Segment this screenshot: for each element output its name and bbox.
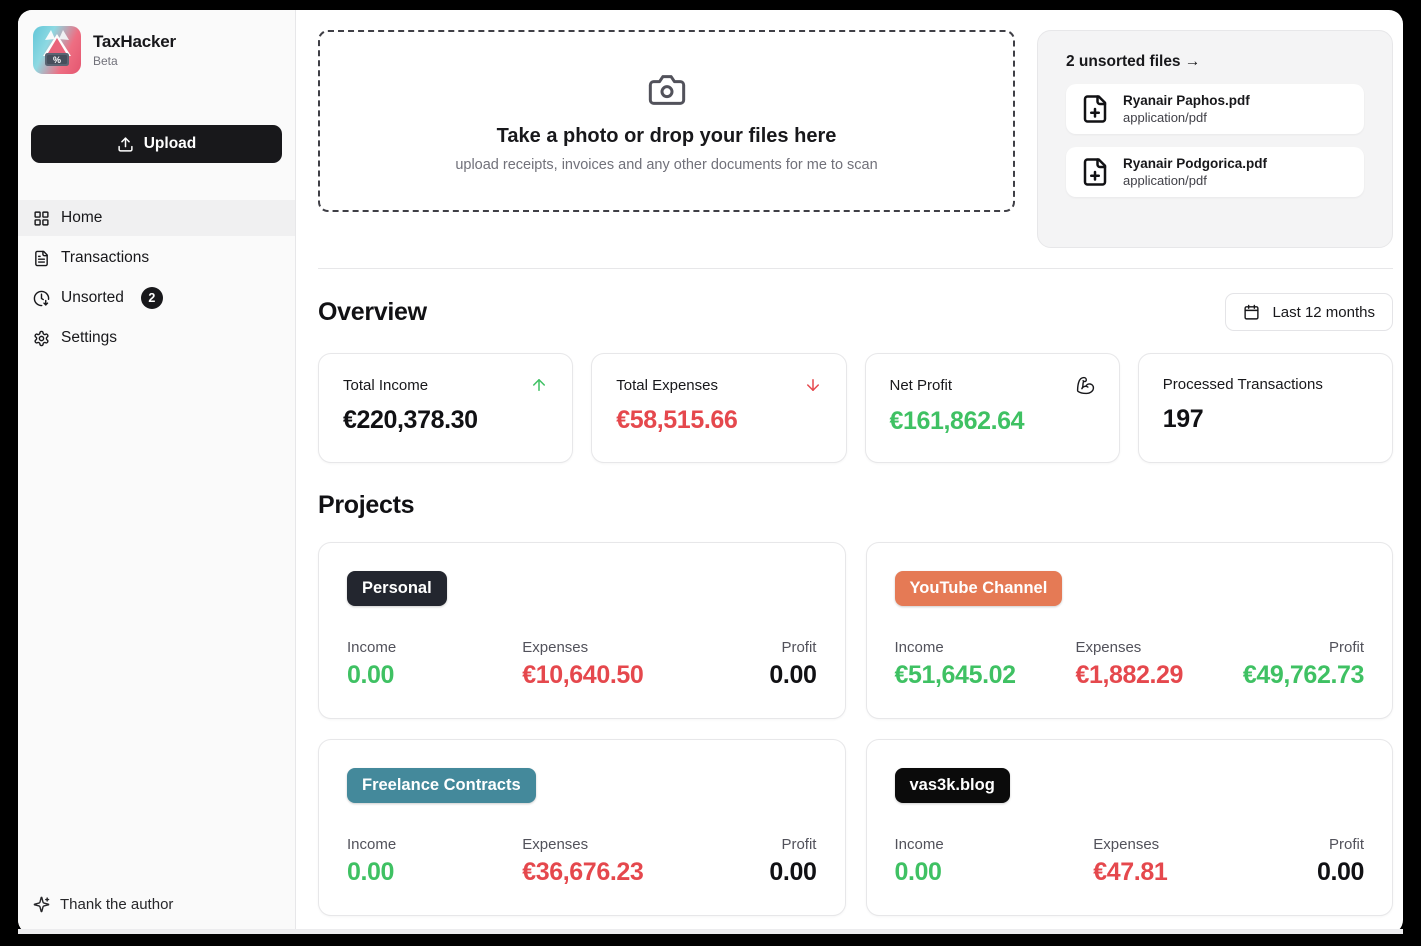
project-badge[interactable]: YouTube Channel [894, 571, 1063, 606]
metric-expenses: Expenses €36,676.23 [522, 836, 644, 886]
file-type: application/pdf [1123, 110, 1207, 125]
upload-button[interactable]: Upload [31, 125, 282, 163]
file-text-icon [33, 250, 50, 267]
app-badge: Beta [93, 54, 118, 68]
metric-profit: Profit 0.00 [769, 836, 817, 886]
sidebar: % TaxHacker Beta Upload [18, 10, 296, 934]
app-logo: % [33, 26, 81, 74]
thank-author-link[interactable]: Thank the author [18, 896, 295, 934]
period-selector-button[interactable]: Last 12 months [1225, 293, 1393, 331]
unsorted-file-item[interactable]: Ryanair Paphos.pdf application/pdf [1066, 84, 1364, 134]
file-name: Ryanair Podgorica.pdf [1123, 156, 1268, 171]
upload-icon [117, 136, 134, 153]
project-card-youtube-channel: YouTube Channel Income €51,645.02 Expens… [865, 542, 1393, 719]
unsorted-count-badge: 2 [140, 287, 163, 309]
metric-profit: Profit 0.00 [1316, 836, 1364, 886]
biceps-icon [1076, 376, 1095, 395]
stat-card-total-income: Total Income €220,378.30 [318, 353, 574, 463]
metric-expenses: Expenses €1,882.29 [1075, 639, 1184, 689]
metric-profit: Profit 0.00 [769, 639, 817, 689]
project-card-vas3k-blog: vas3k.blog Income 0.00 Expenses €47.81 P… [865, 739, 1393, 916]
unsorted-files-panel: 2 unsorted files → Ryanair Paphos.pdf ap… [1037, 30, 1393, 248]
gear-icon [33, 330, 50, 347]
stat-value: €58,515.66 [616, 406, 738, 434]
project-badge[interactable]: vas3k.blog [894, 768, 1010, 803]
metric-expenses: Expenses €47.81 [1093, 836, 1168, 886]
stat-card-processed-transactions: Processed Transactions 197 [1137, 353, 1393, 463]
file-name: Ryanair Paphos.pdf [1123, 93, 1250, 108]
metric-income: Income €51,645.02 [894, 639, 1017, 689]
projects-title: Projects [318, 491, 415, 519]
stat-card-net-profit: Net Profit €161,862.64 [864, 353, 1120, 463]
file-type: application/pdf [1123, 173, 1207, 188]
stat-label: Total Income [343, 376, 429, 394]
brand: % TaxHacker Beta [18, 10, 295, 74]
svg-text:%: % [53, 55, 61, 65]
metric-expenses: Expenses €10,640.50 [522, 639, 644, 689]
project-badge[interactable]: Personal [347, 571, 447, 606]
sidebar-nav: Home Transactions Unsort [18, 200, 295, 356]
calendar-icon [1243, 304, 1260, 321]
main-content: Take a photo or drop your files here upl… [296, 10, 1403, 934]
file-plus-icon [1080, 94, 1110, 124]
metric-profit: Profit €49,762.73 [1242, 639, 1365, 689]
stat-value: €220,378.30 [343, 406, 478, 434]
sidebar-item-settings[interactable]: Settings [18, 320, 295, 356]
metric-income: Income 0.00 [894, 836, 944, 886]
arrow-up-icon [530, 376, 548, 394]
unsorted-file-item[interactable]: Ryanair Podgorica.pdf application/pdf [1066, 147, 1364, 197]
arrow-down-icon [804, 376, 822, 394]
dropzone-subtitle: upload receipts, invoices and any other … [455, 156, 878, 173]
section-divider [318, 268, 1393, 269]
overview-stats: Total Income €220,378.30 Total Expenses [318, 353, 1393, 463]
sidebar-item-home[interactable]: Home [18, 200, 295, 236]
metric-income: Income 0.00 [347, 836, 397, 886]
stat-value: €161,862.64 [889, 407, 1025, 435]
app-title: TaxHacker [93, 32, 176, 51]
stat-label: Net Profit [889, 377, 953, 394]
sparkles-icon [33, 896, 50, 913]
clock-arrow-icon [33, 290, 50, 307]
stat-label: Total Expenses [616, 376, 718, 394]
metric-income: Income 0.00 [347, 639, 397, 689]
sidebar-item-unsorted[interactable]: Unsorted 2 [18, 280, 295, 316]
overview-title: Overview [318, 297, 427, 326]
camera-icon [647, 70, 687, 110]
projects-grid: Personal Income 0.00 Expenses €10,640.50… [318, 542, 1393, 916]
file-dropzone[interactable]: Take a photo or drop your files here upl… [318, 30, 1015, 212]
horizontal-scrollbar-track[interactable] [18, 929, 1403, 934]
stat-card-total-expenses: Total Expenses €58,515.66 [591, 353, 847, 463]
layout-grid-icon [33, 210, 50, 227]
sidebar-item-transactions[interactable]: Transactions [18, 240, 295, 276]
stat-label: Processed Transactions [1162, 376, 1323, 393]
project-badge[interactable]: Freelance Contracts [347, 768, 536, 803]
unsorted-files-title[interactable]: 2 unsorted files → [1066, 53, 1201, 70]
stat-value: 197 [1162, 405, 1204, 433]
dropzone-title: Take a photo or drop your files here [496, 124, 837, 147]
file-plus-icon [1080, 157, 1110, 187]
project-card-personal: Personal Income 0.00 Expenses €10,640.50… [318, 542, 846, 719]
project-card-freelance-contracts: Freelance Contracts Income 0.00 Expenses… [318, 739, 846, 916]
app-window: % TaxHacker Beta Upload [18, 10, 1403, 934]
